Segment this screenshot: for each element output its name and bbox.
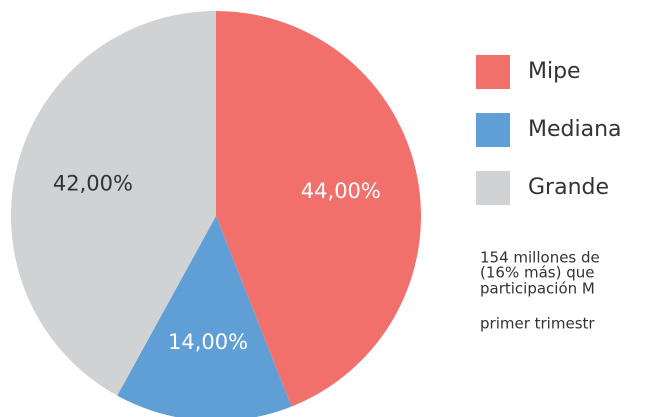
- note-text: 154 millones de: [480, 249, 600, 267]
- pie-slice: [117, 216, 292, 417]
- legend-label: Grande: [528, 175, 609, 200]
- legend-swatch: [476, 171, 510, 205]
- slice-label: 14,00%: [168, 330, 248, 354]
- note-text: participación M: [480, 280, 595, 298]
- slice-label: 44,00%: [301, 179, 381, 203]
- legend-label: Mediana: [528, 117, 622, 142]
- legend-swatch: [476, 113, 510, 147]
- note-text: primer trimestr: [480, 315, 595, 333]
- note-text: (16% más) que: [480, 264, 594, 282]
- slice-label: 42,00%: [53, 171, 133, 195]
- pie-slice: [10, 11, 216, 396]
- legend-swatch: [476, 55, 510, 89]
- legend-label: Mipe: [528, 59, 581, 84]
- pie-slice: [216, 11, 422, 407]
